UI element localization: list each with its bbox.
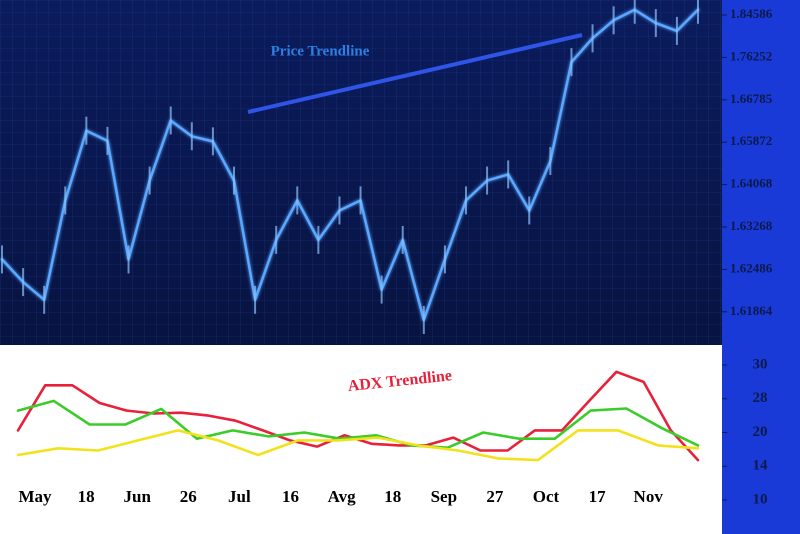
x-tick-label: May bbox=[18, 487, 52, 506]
y-tick-label: 1.84586 bbox=[730, 6, 773, 21]
y-tick-label: 1.62486 bbox=[730, 260, 773, 275]
x-tick-label: 18 bbox=[384, 487, 401, 506]
x-tick-label: Sep bbox=[431, 487, 457, 506]
price-line bbox=[0, 8, 700, 322]
x-tick-label: 18 bbox=[78, 487, 95, 506]
x-tick-label: Jun bbox=[123, 487, 151, 506]
x-tick-label: 27 bbox=[486, 487, 504, 506]
x-tick-label: 26 bbox=[180, 487, 197, 506]
y-tick-label: 1.66785 bbox=[730, 91, 773, 106]
x-tick-label: 17 bbox=[589, 487, 607, 506]
y-tick-label: 28 bbox=[753, 390, 768, 406]
adx-line bbox=[16, 399, 700, 449]
y-tick-label: 1.64068 bbox=[730, 176, 773, 191]
x-tick-label: 16 bbox=[282, 487, 299, 506]
y-tick-label: 30 bbox=[753, 356, 768, 372]
y-tick-label: 10 bbox=[753, 491, 768, 507]
price-grid bbox=[0, 0, 722, 345]
x-tick-label: Oct bbox=[533, 487, 560, 506]
price-annotation: Price Trendline bbox=[271, 43, 370, 59]
y-tick-label: 1.76252 bbox=[730, 48, 772, 63]
axis-strip bbox=[722, 0, 800, 534]
y-tick-label: 20 bbox=[753, 424, 768, 440]
x-tick-label: Avg bbox=[328, 487, 357, 506]
adx-line bbox=[16, 429, 700, 462]
y-tick-label: 1.65872 bbox=[730, 133, 772, 148]
y-tick-label: 1.63268 bbox=[730, 218, 773, 233]
y-tick-label: 1.61864 bbox=[730, 303, 773, 318]
y-tick-label: 14 bbox=[753, 458, 769, 474]
x-tick-label: Jul bbox=[228, 487, 251, 506]
price-trendline bbox=[247, 33, 583, 114]
x-tick-label: Nov bbox=[634, 487, 664, 506]
